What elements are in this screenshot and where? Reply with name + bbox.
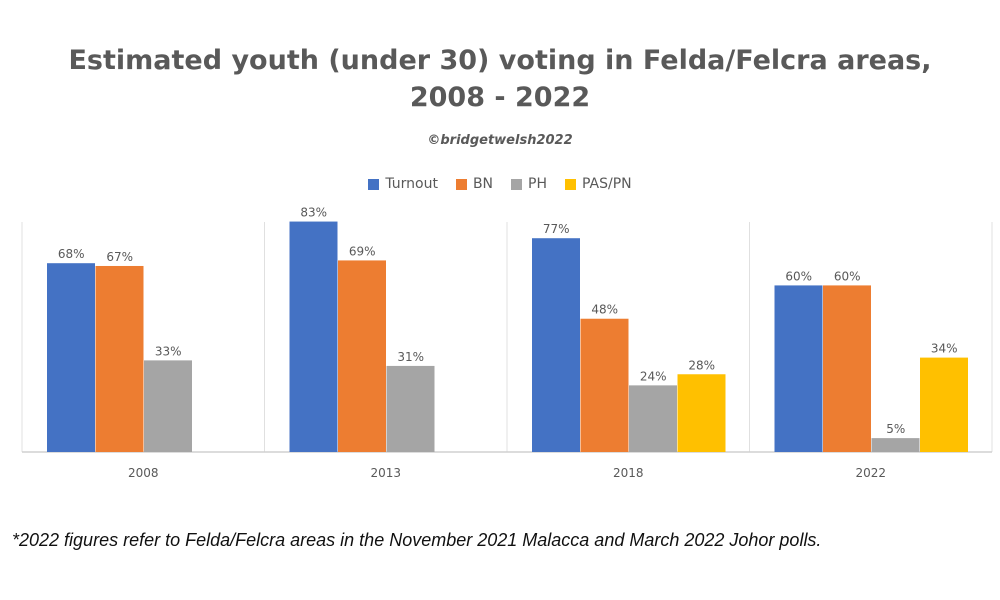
data-label: 60% <box>834 269 861 283</box>
data-label: 60% <box>785 269 812 283</box>
legend-item-turnout: Turnout <box>368 176 438 192</box>
data-label: 24% <box>640 369 667 383</box>
legend-swatch-turnout <box>368 178 380 190</box>
chart-title-line-2: 2008 - 2022 <box>409 82 591 113</box>
chart-title: Estimated youth (under 30) voting in Fel… <box>0 42 1000 116</box>
legend-item-pas-pn: PAS/PN <box>565 176 632 192</box>
chart-title-line-1: Estimated youth (under 30) voting in Fel… <box>68 45 932 76</box>
data-label: 33% <box>155 344 182 358</box>
x-tick-label: 2018 <box>613 466 644 480</box>
chart-subtitle: ©bridgetwelsh2022 <box>427 133 573 148</box>
bar-pas-pn-2018 <box>677 374 726 452</box>
data-label: 69% <box>349 244 376 258</box>
legend-swatch-bn <box>455 178 467 190</box>
x-tick-label: 2013 <box>370 466 401 480</box>
legend-label-turnout: Turnout <box>385 176 438 192</box>
legend-swatch-pas-pn <box>565 178 576 190</box>
legend-label-ph: PH <box>528 176 547 192</box>
data-label: 68% <box>58 247 85 261</box>
bar-turnout-2008 <box>47 263 95 452</box>
bar-ph-2018 <box>629 385 677 452</box>
bar-turnout-2013 <box>289 221 338 452</box>
legend-label-pas-pn: PAS/PN <box>582 176 632 192</box>
bar-turnout-2022 <box>774 285 823 452</box>
chart-legend: Turnout BN PH PAS/PN <box>0 176 1000 192</box>
legend-label-bn: BN <box>472 176 494 192</box>
bar-ph-2013 <box>386 365 435 452</box>
x-tick-label: 2008 <box>128 466 159 480</box>
x-tick-label: 2022 <box>855 466 886 480</box>
bar-bn-2022 <box>823 285 871 452</box>
bar-bn-2008 <box>95 265 144 452</box>
data-label: 28% <box>688 358 715 372</box>
data-label: 48% <box>591 303 618 317</box>
bar-bn-2013 <box>338 260 386 452</box>
data-label: 83% <box>300 206 327 220</box>
legend-swatch-ph <box>511 178 523 190</box>
data-label: 5% <box>886 422 905 436</box>
bar-turnout-2018 <box>532 238 580 452</box>
data-label: 67% <box>106 250 133 264</box>
data-label: 34% <box>931 342 958 356</box>
legend-item-ph: PH <box>511 176 547 192</box>
bar-bn-2018 <box>580 318 629 452</box>
data-label: 77% <box>543 222 570 236</box>
data-label: 31% <box>397 350 424 364</box>
legend-item-bn: BN <box>455 176 494 192</box>
bar-ph-2022 <box>871 438 920 452</box>
bar-pas-pn-2022 <box>920 357 968 452</box>
footnote: *2022 figures refer to Felda/Felcra area… <box>12 530 822 550</box>
bar-ph-2008 <box>144 360 192 452</box>
